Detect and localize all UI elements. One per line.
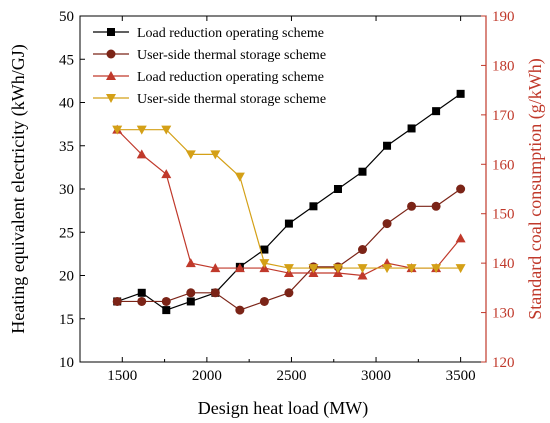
data-point (137, 288, 146, 297)
legend-label: Load reduction operating scheme (137, 26, 324, 41)
series-line (117, 129, 461, 269)
y-right-tick-label: 140 (492, 256, 515, 272)
y-left-tick-label: 15 (59, 312, 74, 328)
data-point (284, 219, 293, 228)
data-point (431, 264, 442, 274)
series-4 (112, 125, 466, 274)
data-point (407, 124, 416, 133)
data-point (259, 259, 270, 269)
legend-marker (107, 28, 115, 36)
legend-label: User-side thermal storage scheme (137, 92, 326, 107)
legend-marker (106, 94, 116, 103)
legend-label: User-side thermal storage scheme (137, 48, 326, 63)
data-point (284, 288, 294, 298)
series-2 (112, 184, 466, 315)
data-point (383, 141, 392, 150)
y-left-tick-label: 10 (59, 355, 74, 371)
data-point (431, 201, 441, 211)
data-point (432, 107, 441, 116)
data-point (358, 167, 367, 176)
x-tick-label: 2500 (276, 368, 306, 384)
x-tick-label: 2000 (192, 368, 222, 384)
y-left-tick-label: 50 (59, 9, 74, 25)
data-point (456, 184, 466, 194)
data-point (186, 288, 196, 298)
legend: Load reduction operating scheme User-side… (93, 26, 326, 107)
data-point (136, 125, 147, 135)
data-point (210, 263, 221, 273)
x-tick-label: 3000 (361, 368, 391, 384)
y-left-tick-label: 25 (59, 225, 74, 241)
data-point (283, 264, 294, 274)
data-point (162, 306, 171, 315)
data-point (234, 172, 245, 182)
data-point (455, 233, 466, 243)
data-point (455, 264, 466, 274)
x-tick-label: 1500 (107, 368, 137, 384)
y-right-tick-label: 190 (492, 9, 515, 25)
legend-label: Load reduction operating scheme (137, 70, 324, 85)
data-point (259, 296, 269, 306)
data-point (112, 296, 122, 306)
data-point (358, 245, 368, 255)
data-point (382, 219, 392, 229)
x-axis-title: Design heat load (MW) (198, 398, 368, 419)
data-point (333, 185, 342, 193)
y-left-axis-title: Heating equivalent electricity (kWh/GJ) (8, 44, 29, 333)
legend-marker (106, 49, 116, 59)
data-point (309, 202, 318, 211)
data-point (161, 169, 172, 179)
data-point (112, 125, 123, 135)
data-point (210, 288, 220, 298)
y-left-tick-label: 20 (59, 269, 74, 285)
data-point (357, 270, 368, 280)
data-point (235, 305, 245, 315)
data-point (406, 264, 417, 274)
data-point (308, 264, 319, 274)
data-point (382, 264, 393, 274)
data-point (210, 150, 221, 160)
y-right-axis-title: Standard coal consumption (g/kWh) (525, 58, 546, 319)
data-point (186, 297, 195, 306)
y-left-tick-label: 45 (59, 52, 74, 68)
y-left-tick-label: 35 (59, 139, 74, 155)
data-point (234, 263, 245, 273)
data-point (357, 264, 368, 274)
data-point (137, 296, 147, 306)
data-point (161, 296, 171, 306)
data-point (161, 125, 172, 135)
y-left-tick-label: 40 (59, 96, 74, 112)
y-left-tick-label: 30 (59, 182, 74, 198)
data-point (260, 245, 269, 254)
data-point (407, 201, 417, 211)
plot-frame (79, 15, 487, 363)
data-point (185, 258, 196, 268)
y-right-tick-label: 130 (492, 306, 515, 322)
data-point (185, 150, 196, 160)
y-right-tick-label: 170 (492, 108, 515, 124)
y-right-tick-label: 120 (492, 355, 515, 371)
x-tick-label: 3500 (446, 368, 476, 384)
y-right-tick-label: 160 (492, 157, 515, 173)
y-right-tick-label: 150 (492, 207, 515, 223)
legend-marker (106, 71, 116, 80)
data-point (456, 89, 465, 98)
y-right-tick-label: 180 (492, 58, 515, 74)
data-point (136, 149, 147, 159)
data-point (332, 264, 343, 274)
